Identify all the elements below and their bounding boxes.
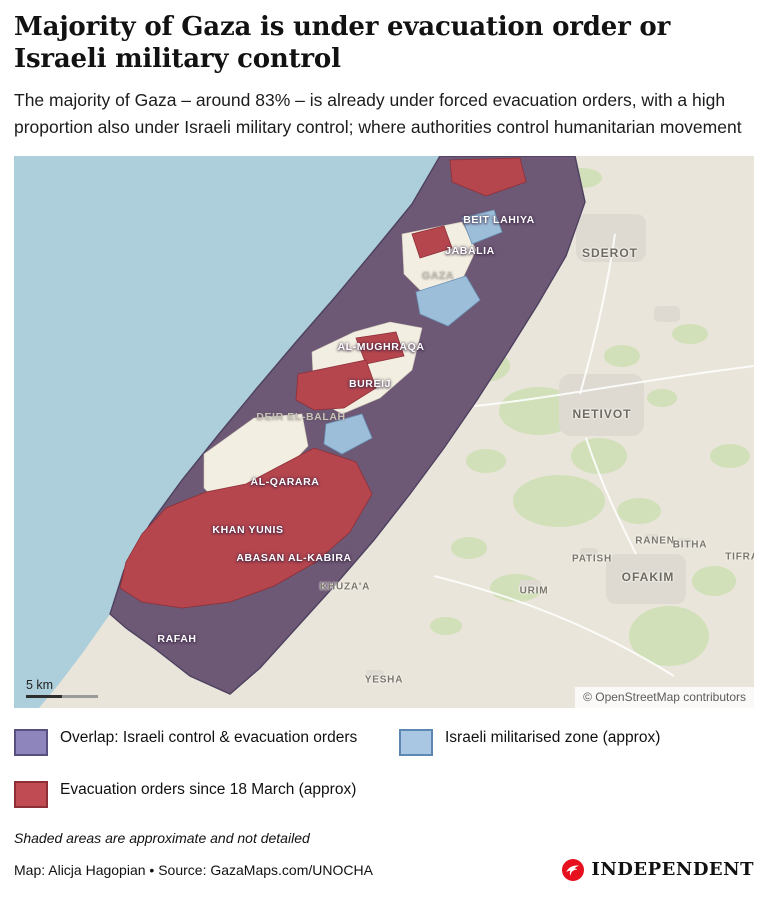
map-label-ofakim: OFAKIM (621, 569, 675, 584)
scale-bar-line (26, 694, 98, 698)
map-label-patish: PATISH (572, 553, 612, 565)
map-label-khuzaa: KHUZA'A (319, 581, 371, 593)
credit-row: Map: Alicja Hagopian • Source: GazaMaps.… (14, 858, 754, 882)
source-credit: Map: Alicja Hagopian • Source: GazaMaps.… (14, 861, 373, 878)
disclaimer-note: Shaded areas are approximate and not det… (14, 829, 310, 846)
scale-bar: 5 km (26, 678, 98, 698)
map-label-netivot: NETIVOT (572, 406, 632, 421)
map-label-al-mughraqa: AL-MUGHRAQA (337, 340, 425, 353)
evacuation-zones (119, 157, 527, 609)
urban-areas (366, 213, 692, 680)
independent-logo: INDEPENDENT (561, 858, 754, 882)
standfirst: The majority of Gaza – around 83% – is a… (14, 90, 742, 137)
independent-wordmark: INDEPENDENT (591, 859, 754, 881)
legend: Overlap: Israeli control & evacuation or… (14, 728, 754, 808)
map-label-tifra: TIFRA (725, 551, 754, 563)
legend-item-overlap: Overlap: Israeli control & evacuation or… (14, 728, 399, 756)
militarised-label: Israeli militarised zone (approx) (445, 728, 661, 746)
map-label-bitha: BITHA (672, 539, 708, 551)
map-label-urim: URIM (519, 585, 549, 597)
evacuation-swatch (14, 780, 48, 808)
article-graphic: Majority of Gaza is under evacuation ord… (14, 12, 754, 882)
overlap-label: Overlap: Israeli control & evacuation or… (60, 728, 358, 746)
map-label-ranen: RANEN (635, 535, 675, 547)
overlap-swatch (14, 728, 48, 756)
map-label-beit-lahiya: BEIT LAHIYA (463, 213, 535, 226)
legend-item-evacuation: Evacuation orders since 18 March (approx… (14, 780, 399, 808)
headline: Majority of Gaza is under evacuation ord… (14, 12, 671, 74)
map-label-sderot: SDEROT (581, 245, 639, 260)
map-label-gaza: GAZA (421, 269, 455, 282)
independent-eagle-icon (562, 858, 585, 881)
mediterranean-sea (14, 155, 440, 708)
roads (433, 233, 754, 677)
map-label-bureij: BUREIJ (348, 377, 392, 390)
map-label-abasan-al-kabira: ABASAN AL-KABIRA (236, 551, 352, 564)
map-label-jabalia: JABALIA (445, 244, 495, 257)
map-label-khan-yunis: KHAN YUNIS (212, 523, 284, 536)
legend-item-militarised: Israeli militarised zone (approx) (399, 728, 754, 756)
map-canvas (14, 155, 754, 708)
map-label-rafah: RAFAH (157, 632, 197, 645)
map-label-al-qarara: AL-QARARA (250, 475, 320, 488)
map-label-deir-el-balah: DEIR EL-BALAH (256, 410, 346, 423)
militarised-zones (323, 209, 503, 455)
map-label-yesha: YESHA (364, 674, 404, 686)
gaza-map: BEIT LAHIYA JABALIA GAZA SDEROT AL-MUGHR… (14, 155, 754, 708)
osm-attribution[interactable]: © OpenStreetMap contributors (575, 686, 754, 708)
scale-label: 5 km (26, 677, 54, 692)
militarised-swatch (399, 728, 433, 756)
evacuation-label: Evacuation orders since 18 March (approx… (60, 780, 357, 798)
